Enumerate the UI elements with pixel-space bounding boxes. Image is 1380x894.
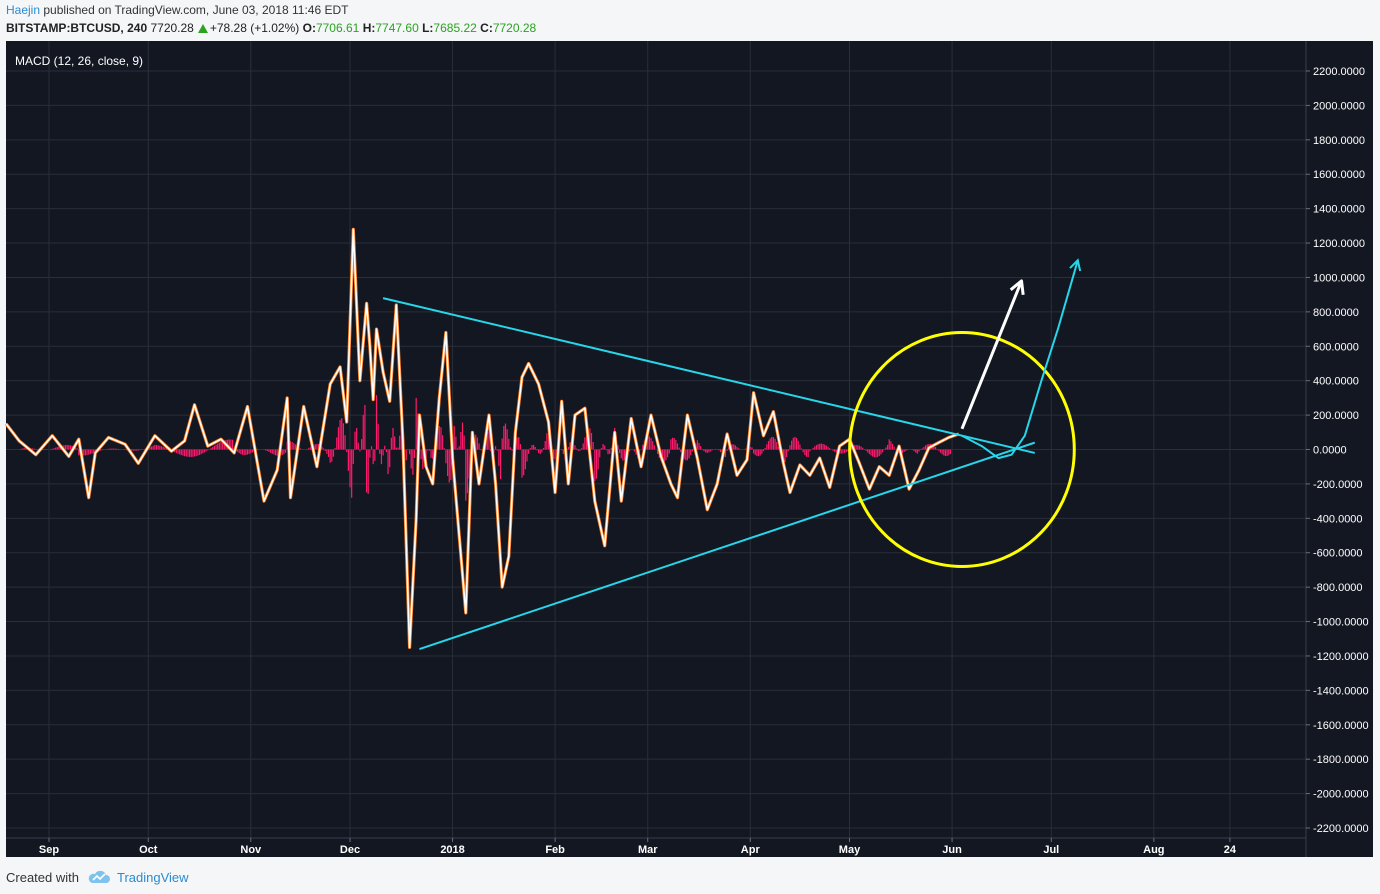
y-tick-label: 800.0000 <box>1313 307 1359 319</box>
price-axis[interactable]: 2200.0000 2000.0000 1800.0000 1600.0000 1400… <box>1306 66 1369 835</box>
publish-line: Haejin published on TradingView.com, Jun… <box>6 3 348 21</box>
y-tick-label: 200.0000 <box>1313 410 1359 422</box>
trendline <box>419 441 1036 651</box>
x-tick-label: Jun <box>942 844 962 856</box>
footer: Created with TradingView <box>6 866 189 888</box>
y-tick-label: -1800.0000 <box>1313 754 1369 766</box>
y-tick-label: 2200.0000 <box>1313 66 1365 78</box>
y-tick-label: 2000.0000 <box>1313 100 1365 112</box>
y-tick-label: -1200.0000 <box>1313 651 1369 663</box>
time-axis[interactable]: Sep Oct Nov Dec 2018 Feb Mar Apr May Jun Jul Aug 24 <box>39 838 1237 856</box>
close-label: C: <box>480 21 493 35</box>
x-tick-label: Dec <box>340 844 360 856</box>
y-tick-label: -800.0000 <box>1313 582 1363 594</box>
tradingview-brand-link[interactable]: TradingView <box>116 869 189 885</box>
y-tick-label: -2000.0000 <box>1313 789 1369 801</box>
x-tick-label: Apr <box>741 844 761 856</box>
y-tick-label: -1000.0000 <box>1313 617 1369 629</box>
y-tick-label: -2200.0000 <box>1313 823 1369 835</box>
price-change: +78.28 (+1.02%) <box>209 21 300 35</box>
y-tick-label: 600.0000 <box>1313 341 1359 353</box>
symbol-line: BITSTAMP:BTCUSD, 240 7720.28 +78.28 (+1.0… <box>6 21 536 39</box>
line-series <box>4 227 960 649</box>
y-tick-label: -400.0000 <box>1313 513 1363 525</box>
trendline <box>382 297 1035 454</box>
high-value: 7747.60 <box>375 21 419 35</box>
annotations <box>382 258 1082 651</box>
macd-line <box>5 228 959 649</box>
x-tick-label: Nov <box>240 844 262 856</box>
y-tick-label: -200.0000 <box>1313 479 1363 491</box>
grid <box>6 41 1306 838</box>
published-text: published on TradingView.com, June 03, 2… <box>43 3 349 17</box>
projection-path <box>961 260 1079 460</box>
y-tick-label: 1200.0000 <box>1313 238 1365 250</box>
low-label: L: <box>422 21 434 35</box>
x-tick-label: Aug <box>1143 844 1164 856</box>
y-tick-label: 400.0000 <box>1313 376 1359 388</box>
open-label: O: <box>302 21 316 35</box>
x-tick-label: 24 <box>1224 844 1237 856</box>
x-tick-label: Feb <box>545 844 565 856</box>
x-tick-label: Sep <box>39 844 59 856</box>
author-link[interactable]: Haejin <box>6 3 41 17</box>
x-tick-label: Jul <box>1043 844 1059 856</box>
up-arrow-icon <box>197 24 208 33</box>
created-with-text: Created with <box>6 869 79 885</box>
symbol-label: BITSTAMP:BTCUSD, 240 <box>6 21 148 35</box>
y-tick-label: 1400.0000 <box>1313 204 1365 216</box>
y-tick-label: -1400.0000 <box>1313 685 1369 697</box>
low-value: 7685.22 <box>433 21 477 35</box>
y-tick-label: 1000.0000 <box>1313 272 1365 284</box>
arrow-shaft <box>960 280 1023 430</box>
x-tick-label: May <box>839 844 861 856</box>
open-value: 7706.61 <box>315 21 360 35</box>
last-price: 7720.28 <box>150 21 194 35</box>
y-tick-label: 0.0000 <box>1313 445 1347 457</box>
x-tick-label: 2018 <box>440 844 464 856</box>
x-tick-label: Mar <box>638 844 658 856</box>
tradingview-cloud-icon <box>88 870 110 883</box>
close-value: 7720.28 <box>492 21 537 35</box>
arrow-head <box>1009 279 1025 295</box>
y-tick-label: 1600.0000 <box>1313 169 1365 181</box>
y-tick-label: -600.0000 <box>1313 548 1363 560</box>
indicator-label: MACD (12, 26, close, 9) <box>15 54 143 68</box>
highlight-circle <box>848 331 1076 568</box>
y-tick-label: 1800.0000 <box>1313 135 1365 147</box>
projection-arrow-head <box>1069 258 1082 272</box>
y-tick-label: -1600.0000 <box>1313 720 1369 732</box>
x-tick-label: Oct <box>139 844 158 856</box>
high-label: H: <box>362 21 376 35</box>
